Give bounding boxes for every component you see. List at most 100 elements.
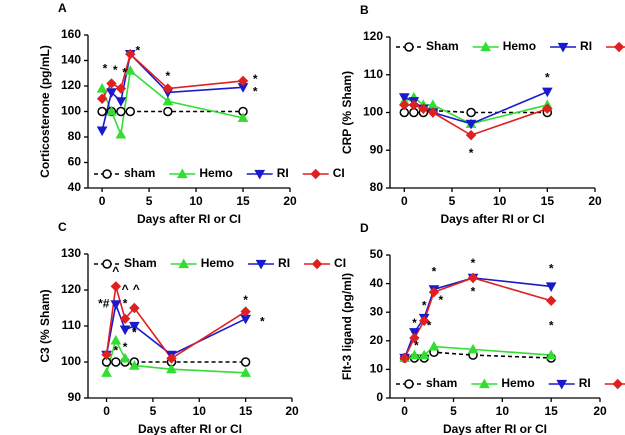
y-tick-label: 10: [370, 362, 384, 376]
marker: [466, 107, 476, 118]
marker: [427, 107, 439, 118]
marker: [129, 321, 140, 332]
marker: [101, 349, 112, 361]
marker: [115, 128, 127, 139]
marker: [465, 119, 477, 130]
y-tick-label: 30: [370, 304, 384, 318]
marker: [177, 168, 188, 179]
x-tick-label: 15: [236, 194, 250, 208]
annotation: *: [122, 65, 127, 79]
marker: [310, 168, 321, 180]
marker: [428, 286, 440, 298]
x-axis-title: Days after RI or CI: [440, 212, 544, 226]
annotation: *: [243, 293, 248, 307]
panel: B 80 90 100 110 120 0 5 10 15 20 Days after RI or C…: [340, 3, 625, 226]
y-tick-label: 160: [61, 27, 81, 41]
marker: [166, 363, 177, 374]
marker: [545, 295, 557, 306]
y-tick-label: 110: [62, 318, 82, 332]
x-tick-label: 15: [541, 194, 555, 208]
y-tick-label: 140: [61, 53, 81, 67]
annotation: *: [438, 293, 443, 307]
y-axis-title: C3 (% Sham): [38, 289, 52, 362]
marker: [409, 349, 420, 360]
marker: [545, 282, 557, 292]
panel-label: D: [360, 221, 369, 235]
legend-label: Hemo: [503, 39, 536, 53]
x-axis-title: Days after RI or CI: [443, 422, 547, 435]
annotation: *: [549, 319, 554, 333]
marker: [166, 353, 177, 364]
x-axis-title: Days after RI or CI: [138, 422, 242, 435]
annotation: *: [253, 85, 258, 99]
marker: [612, 378, 623, 390]
x-axis-title: Days after RI or CI: [137, 212, 241, 226]
legend-label: RI: [579, 376, 591, 390]
marker: [106, 105, 117, 116]
marker: [311, 258, 323, 270]
annotation: ^: [112, 264, 119, 278]
marker: [418, 349, 430, 360]
annotation: *: [123, 297, 128, 311]
marker: [106, 88, 117, 98]
marker: [237, 75, 249, 87]
marker: [557, 42, 569, 53]
marker: [408, 99, 420, 111]
x-tick-label: 5: [450, 404, 457, 418]
panel: A 40 60 80 100 120 140 160 0 5 10 15 20 Days after RI…: [38, 1, 345, 226]
x-tick-label: 10: [496, 404, 510, 418]
legend-label: CI: [333, 166, 345, 180]
marker: [254, 169, 266, 180]
annotation: *: [103, 62, 108, 76]
marker: [465, 129, 477, 141]
marker: [613, 41, 625, 53]
legend-label: Hemo: [201, 256, 234, 270]
marker: [240, 367, 251, 377]
marker: [418, 103, 429, 114]
panel-label: C: [58, 220, 67, 234]
marker: [404, 379, 414, 389]
panel-label: A: [58, 1, 67, 15]
y-tick-label: 0: [376, 390, 383, 404]
marker: [129, 302, 140, 314]
marker: [129, 360, 140, 370]
annotation: *: [471, 284, 476, 298]
marker: [115, 83, 127, 94]
marker: [116, 106, 126, 117]
x-tick-label: 5: [449, 194, 456, 208]
marker: [102, 259, 112, 269]
marker: [106, 78, 117, 89]
marker: [467, 272, 479, 284]
y-axis-title: Corticosterone (pg/mL): [38, 45, 52, 178]
marker: [97, 106, 107, 117]
legend-label: Hemo: [501, 376, 534, 390]
marker: [162, 95, 174, 106]
marker: [428, 340, 440, 351]
annotation: *#: [98, 297, 110, 311]
marker: [240, 306, 251, 317]
x-tick-label: 10: [493, 194, 507, 208]
series-line: [101, 52, 244, 131]
x-tick-label: 5: [150, 404, 157, 418]
marker: [96, 93, 108, 104]
marker: [467, 343, 479, 354]
marker: [240, 357, 251, 367]
marker: [125, 48, 136, 60]
marker: [111, 357, 121, 367]
x-tick-label: 0: [401, 404, 408, 418]
legend-label: RI: [277, 166, 289, 180]
x-tick-label: 15: [239, 404, 253, 418]
y-tick-label: 80: [68, 129, 82, 143]
x-tick-label: 20: [285, 404, 299, 418]
legend-label: CI: [334, 256, 346, 270]
panel: C 90 100 110 120 130 0 5 10 15 20 Days after RI or …: [38, 220, 346, 435]
y-tick-label: 100: [363, 105, 383, 119]
annotation: *: [113, 63, 118, 77]
y-tick-label: 90: [68, 390, 82, 404]
marker: [409, 332, 420, 344]
y-tick-label: 80: [370, 180, 384, 194]
marker: [255, 259, 267, 270]
marker: [119, 313, 131, 325]
marker: [110, 300, 122, 310]
annotation: *: [469, 146, 474, 160]
